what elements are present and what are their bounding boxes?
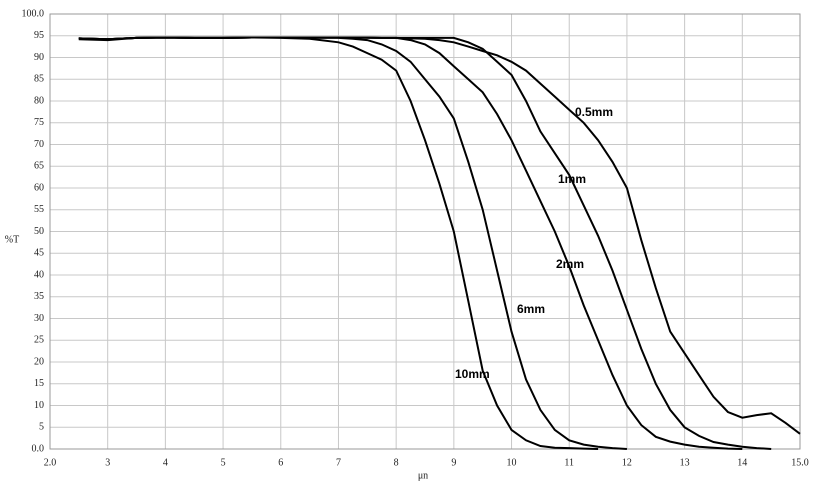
y-tick-label: 60 (34, 182, 44, 193)
y-tick-label: 55 (34, 204, 44, 215)
y-tick-label: 10 (34, 400, 44, 411)
y-tick-label: 5 (39, 422, 44, 433)
x-tick-label: 13 (680, 457, 690, 468)
x-tick-label: 15.0 (791, 457, 809, 468)
plot-frame (49, 13, 801, 450)
x-tick-label: 3 (105, 457, 110, 468)
y-tick-label: 35 (34, 291, 44, 302)
x-tick-label: 4 (163, 457, 168, 468)
y-tick-label: 45 (34, 248, 44, 259)
x-tick-label: 5 (221, 457, 226, 468)
series-label: 2mm (556, 257, 584, 271)
y-tick-label: 30 (34, 313, 44, 324)
y-tick-label: 90 (34, 52, 44, 63)
y-tick-label: 65 (34, 161, 44, 172)
series-label: 6mm (517, 302, 545, 316)
y-tick-label: 0.0 (32, 443, 45, 454)
series-label: 1mm (558, 172, 586, 186)
y-tick-label: 85 (34, 74, 44, 85)
y-tick-label: 25 (34, 335, 44, 346)
y-tick-label: 50 (34, 226, 44, 237)
data-line (78, 36, 772, 450)
x-tick-label: 6 (278, 457, 283, 468)
x-tick-label: 8 (394, 457, 399, 468)
x-tick-label: 11 (564, 457, 574, 468)
y-tick-label: 75 (34, 117, 44, 128)
data-line (78, 36, 627, 450)
y-tick-label: 100.0 (22, 8, 45, 19)
data-line (78, 36, 599, 450)
x-tick-label: 14 (737, 457, 747, 468)
x-tick-label: 2.0 (44, 457, 57, 468)
y-axis-label: %T (5, 234, 19, 245)
series-label: 10mm (455, 367, 490, 381)
y-tick-label: 15 (34, 378, 44, 389)
y-tick-label: 95 (34, 30, 44, 41)
series-label: 0.5mm (575, 105, 613, 119)
x-tick-label: 9 (451, 457, 456, 468)
x-tick-label: 10 (507, 457, 517, 468)
y-tick-label: 40 (34, 269, 44, 280)
x-tick-label: 12 (622, 457, 632, 468)
x-tick-label: 7 (336, 457, 341, 468)
y-tick-label: 70 (34, 139, 44, 150)
y-tick-label: 20 (34, 356, 44, 367)
x-axis-label: μn (418, 470, 428, 481)
y-tick-label: 80 (34, 95, 44, 106)
